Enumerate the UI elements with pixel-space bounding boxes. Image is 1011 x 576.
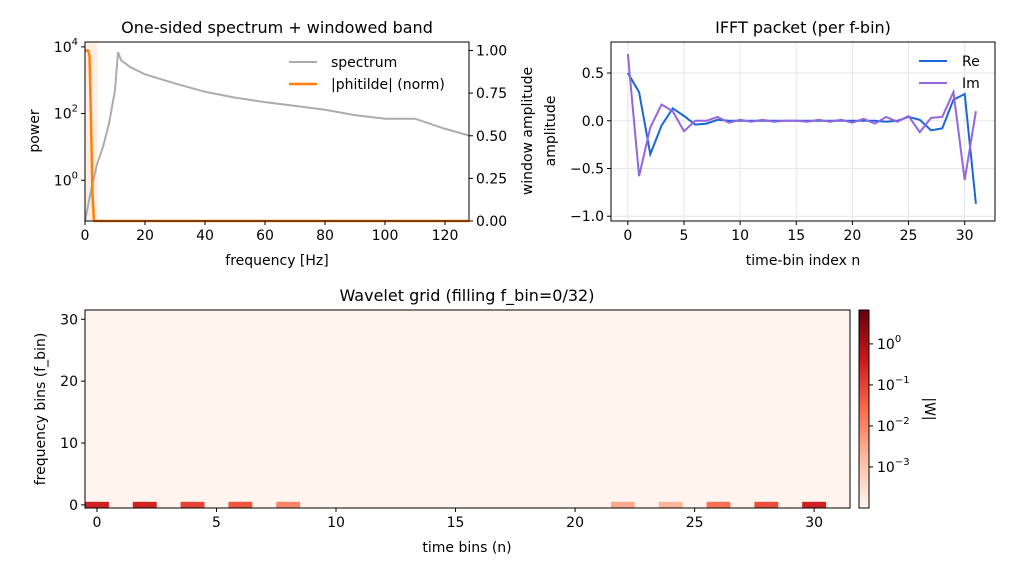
y-tick-label: 0.0	[582, 114, 604, 130]
x-tick-label: 20	[136, 228, 154, 244]
x-tick-label: 10	[327, 515, 345, 531]
heatmap-cell	[132, 501, 157, 508]
y-tick-label: −0.5	[570, 161, 604, 177]
spectrum-legend: spectrum |phitilde| (norm)	[289, 55, 445, 93]
legend-label-spectrum: spectrum	[331, 55, 397, 71]
x-tick-label: 100	[372, 228, 399, 244]
y-tick-label: −1.0	[570, 209, 604, 225]
colorbar	[858, 309, 870, 509]
y2-tick-label: 0.50	[476, 129, 507, 145]
legend-label-re: Re	[962, 54, 980, 70]
heatmap-ylabel: frequency bins (f_bin)	[33, 333, 49, 486]
y-tick-label: 100	[54, 170, 78, 189]
ifft-legend: Re Im	[919, 54, 980, 92]
heatmap-cell	[276, 501, 301, 508]
y-tick-label: 102	[54, 104, 78, 123]
x-tick-label: 120	[432, 228, 459, 244]
x-tick-label: 25	[686, 515, 704, 531]
heatmap-cell	[180, 501, 205, 508]
x-tick-label: 10	[731, 228, 749, 244]
colorbar-tick-label: 100	[877, 334, 901, 353]
x-tick-label: 40	[196, 228, 214, 244]
spectrum-plot: One-sided spectrum + windowed band 0 20 40…	[27, 18, 536, 269]
colorbar-tick-label: 10−3	[877, 457, 910, 476]
spectrum-ylabel: power	[27, 109, 43, 153]
heatmap-cell	[610, 501, 635, 508]
x-tick-label: 15	[447, 515, 465, 531]
y-tick-label: 20	[60, 374, 78, 390]
legend-label-im: Im	[962, 76, 980, 92]
x-tick-label: 0	[623, 228, 632, 244]
y-tick-label: 0	[69, 498, 78, 514]
x-tick-label: 60	[256, 228, 274, 244]
heatmap-cell	[85, 501, 109, 508]
spectrum-plot-frame	[84, 41, 470, 222]
colorbar-label: |W|	[921, 397, 937, 420]
x-tick-label: 0	[92, 515, 101, 531]
series-line-spectrum	[84, 51, 470, 222]
heatmap-cell	[754, 501, 779, 508]
ifft-plot-title: IFFT packet (per f-bin)	[715, 18, 891, 37]
colorbar-tick-label: 10−2	[877, 416, 910, 435]
y2-tick-label: 0.75	[476, 86, 507, 102]
spectrum-y2label: window amplitude	[520, 67, 536, 195]
heatmap-frame	[84, 309, 851, 509]
heatmap-cell	[658, 501, 683, 508]
x-tick-label: 5	[680, 228, 689, 244]
y2-tick-label: 0.00	[476, 214, 507, 230]
heatmap-xlabel: time bins (n)	[422, 540, 511, 556]
heatmap-cell	[706, 501, 731, 508]
spectrum-xlabel: frequency [Hz]	[225, 253, 328, 269]
ifft-xlabel: time-bin index n	[746, 253, 860, 269]
x-tick-label: 80	[316, 228, 334, 244]
wavelet-plot-title: Wavelet grid (filling f_bin=0/32)	[340, 286, 595, 306]
series-line-im	[626, 53, 977, 181]
heatmap-cell	[802, 501, 827, 508]
wavelet-grid-plot: Wavelet grid (filling f_bin=0/32) 0 5 10 15…	[33, 286, 937, 556]
colorbar-tick-label: 10−1	[877, 375, 910, 394]
x-tick-label: 20	[843, 228, 861, 244]
x-tick-label: 30	[805, 515, 823, 531]
y-tick-label: 30	[60, 312, 78, 328]
ifft-plot-frame	[610, 41, 996, 222]
x-tick-label: 15	[787, 228, 805, 244]
x-tick-label: 25	[900, 228, 918, 244]
ifft-plot: IFFT packet (per f-bin) 0 5 10 15 20 25 30 0.5 0…	[543, 18, 996, 269]
y2-tick-label: 1.00	[476, 44, 507, 60]
y-tick-label: 0.5	[582, 66, 604, 82]
x-tick-label: 0	[81, 228, 90, 244]
x-tick-label: 30	[956, 228, 974, 244]
y-tick-label: 10	[60, 436, 78, 452]
heatmap-cell	[228, 501, 253, 508]
y-tick-label: 104	[54, 37, 78, 56]
ifft-ylabel: amplitude	[543, 96, 559, 167]
x-tick-label: 5	[212, 515, 221, 531]
series-line-re	[626, 72, 977, 204]
spectrum-plot-title: One-sided spectrum + windowed band	[121, 18, 433, 37]
x-tick-label: 20	[566, 515, 584, 531]
heatmap-background	[85, 310, 850, 508]
legend-label-phitilde: |phitilde| (norm)	[331, 77, 445, 93]
y2-tick-label: 0.25	[476, 171, 507, 187]
